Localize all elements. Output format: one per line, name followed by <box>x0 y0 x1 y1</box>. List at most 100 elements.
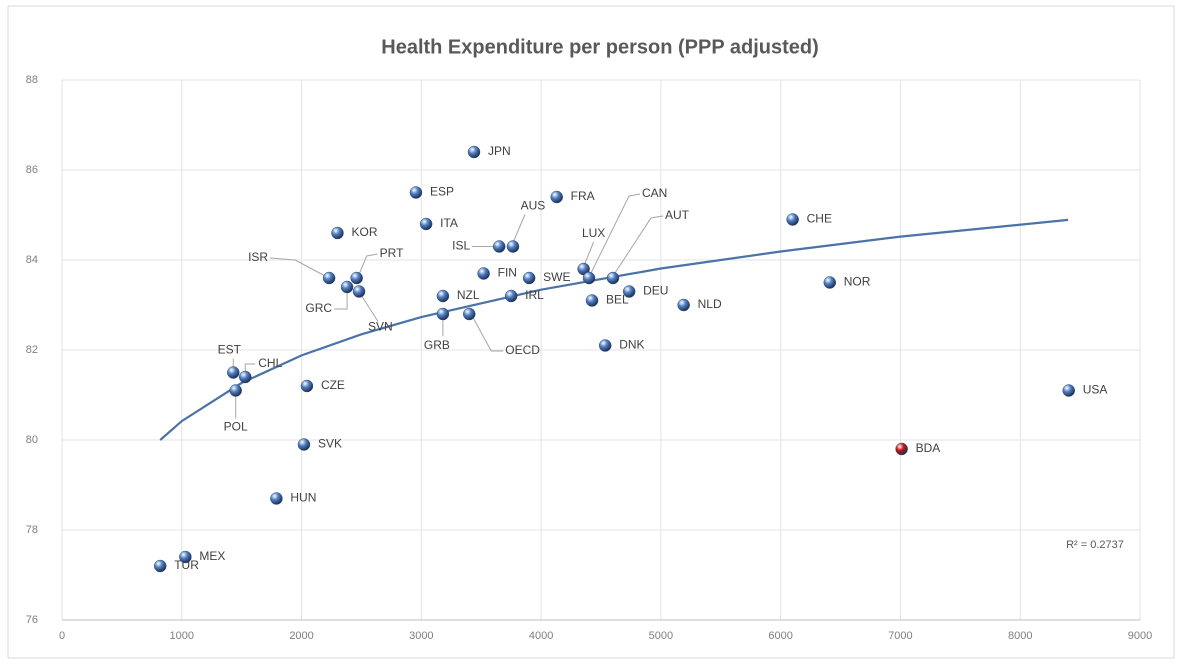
y-tick-label: 76 <box>26 614 38 626</box>
point-label: AUT <box>665 208 690 222</box>
data-point <box>622 285 636 298</box>
point-label: TUR <box>174 558 199 572</box>
data-point <box>582 271 596 285</box>
data-point <box>1062 384 1075 397</box>
data-point <box>823 276 837 289</box>
leader-line <box>472 317 504 352</box>
point-label: NZL <box>457 288 480 302</box>
data-point <box>340 280 354 294</box>
point-label: BDA <box>916 441 941 455</box>
x-tick-label: 6000 <box>768 630 792 642</box>
point-label: LUX <box>582 226 605 240</box>
data-point <box>239 370 252 384</box>
leader-line <box>614 215 664 274</box>
point-label: POL <box>224 420 248 434</box>
data-point <box>462 307 476 321</box>
point-label: FIN <box>498 266 517 280</box>
data-point <box>895 442 908 456</box>
data-point <box>436 307 450 321</box>
point-label: ISR <box>248 250 268 264</box>
leader-line <box>244 363 256 371</box>
data-point <box>786 213 799 226</box>
leader-line <box>359 253 378 274</box>
y-tick-label: 86 <box>26 164 38 176</box>
data-point <box>297 438 311 451</box>
data-point <box>419 217 433 231</box>
data-point <box>331 226 344 240</box>
data-point <box>300 379 314 393</box>
point-label: PRT <box>380 246 404 260</box>
data-point <box>606 271 620 285</box>
x-tick-label: 3000 <box>409 630 433 642</box>
point-label: JPN <box>488 144 511 158</box>
data-point <box>585 294 599 307</box>
data-point <box>229 384 242 397</box>
y-tick-label: 78 <box>26 524 38 536</box>
x-tick-label: 2000 <box>289 630 313 642</box>
data-point <box>352 285 366 298</box>
trendline <box>159 218 1069 441</box>
data-point <box>436 289 450 303</box>
chart-frame <box>7 5 1175 659</box>
point-label: MEX <box>199 549 225 563</box>
x-tick-label: 1000 <box>170 630 194 642</box>
x-tick-label: 0 <box>59 630 65 642</box>
point-label: DEU <box>643 284 668 298</box>
point-label: ESP <box>430 185 454 199</box>
point-label: DNK <box>619 338 644 352</box>
leader-line <box>590 193 641 274</box>
data-point <box>677 298 690 312</box>
x-tick-label: 9000 <box>1128 630 1152 642</box>
point-label: FRA <box>571 189 595 203</box>
y-tick-label: 88 <box>26 74 38 86</box>
data-point <box>522 271 536 285</box>
data-point <box>504 289 518 303</box>
point-label: OECD <box>505 343 540 357</box>
point-label: KOR <box>351 225 377 239</box>
data-point <box>179 550 192 564</box>
data-point <box>477 267 490 280</box>
x-tick-label: 8000 <box>1008 630 1032 642</box>
point-label: CHL <box>258 356 282 370</box>
data-point <box>550 190 563 204</box>
data-point <box>322 271 336 285</box>
leader-line <box>361 296 379 322</box>
data-point <box>506 240 520 253</box>
leader-line <box>513 214 526 241</box>
x-tick-label: 7000 <box>888 630 912 642</box>
point-label: ITA <box>440 216 458 230</box>
point-label: SVN <box>368 320 393 334</box>
point-label: EST <box>218 343 242 357</box>
leader-line <box>270 257 326 277</box>
y-tick-label: 84 <box>26 254 38 266</box>
point-label: NOR <box>844 275 871 289</box>
point-label: CZE <box>321 378 345 392</box>
leader-line <box>334 292 348 310</box>
r-squared: R² = 0.2737 <box>1066 539 1124 551</box>
y-tick-label: 82 <box>26 344 38 356</box>
point-label: HUN <box>290 491 316 505</box>
chart-title: Health Expenditure per person (PPP adjus… <box>381 36 819 58</box>
point-label: GRB <box>424 338 450 352</box>
point-label: SWE <box>543 270 570 284</box>
leader-line <box>584 241 595 265</box>
data-point <box>467 145 481 159</box>
data-point <box>492 240 506 253</box>
data-point <box>227 366 240 379</box>
y-tick-label: 80 <box>26 434 38 446</box>
point-label: CHE <box>807 212 832 226</box>
point-label: SVK <box>318 437 342 451</box>
data-point <box>409 186 423 199</box>
point-label: BEL <box>606 293 629 307</box>
point-label: NLD <box>698 297 722 311</box>
point-label: USA <box>1083 383 1108 397</box>
data-point <box>153 559 167 573</box>
point-label: ISL <box>452 239 470 253</box>
point-label: CAN <box>642 186 667 200</box>
data-point <box>350 271 363 285</box>
x-tick-label: 4000 <box>529 630 553 642</box>
point-label: IRL <box>525 288 544 302</box>
x-tick-label: 5000 <box>649 630 673 642</box>
